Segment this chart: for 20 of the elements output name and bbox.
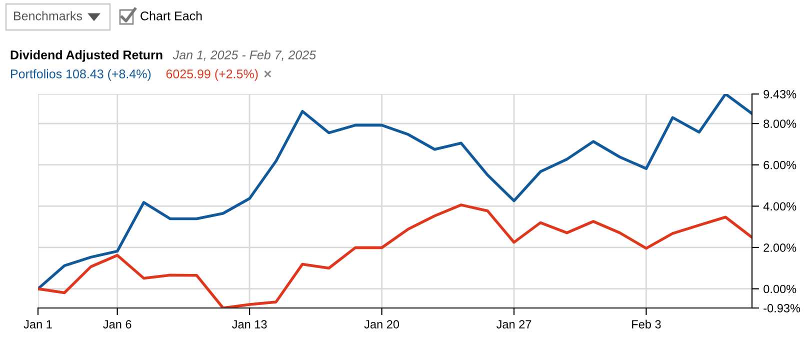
- text: Portfolios 108.43 (+8.4%): [11, 69, 151, 81]
- y-tick-label: 2.00%: [764, 244, 796, 252]
- chart-subtitle: Jan 1, 2025 - Feb 7, 2025: [172, 50, 316, 61]
- text: Chart Each: [140, 11, 202, 20]
- x-tick-label: Jan 1: [24, 320, 52, 328]
- y-tick-label: 4.00%: [763, 202, 796, 211]
- y-tick-label: -0.93%: [764, 304, 800, 312]
- y-tick-label: 9.43%: [764, 90, 796, 98]
- y-tick-label: 6.00%: [764, 160, 796, 170]
- chart-title: Dividend Adjusted Return: [10, 50, 162, 62]
- y-tick-label: 0.00%: [764, 284, 796, 294]
- x-tick-label: Jan 20: [364, 320, 400, 328]
- text: ×: [264, 70, 272, 78]
- y-tick-label: 8.00%: [764, 120, 796, 128]
- x-tick-label: Jan 13: [232, 320, 267, 328]
- x-tick-label: Feb 3: [632, 320, 661, 328]
- x-tick-label: Jan 6: [103, 320, 132, 328]
- x-tick-label: Jan 27: [496, 320, 532, 328]
- text: 6025.99 (+2.5%): [166, 69, 258, 81]
- text: Benchmarks: [14, 11, 82, 20]
